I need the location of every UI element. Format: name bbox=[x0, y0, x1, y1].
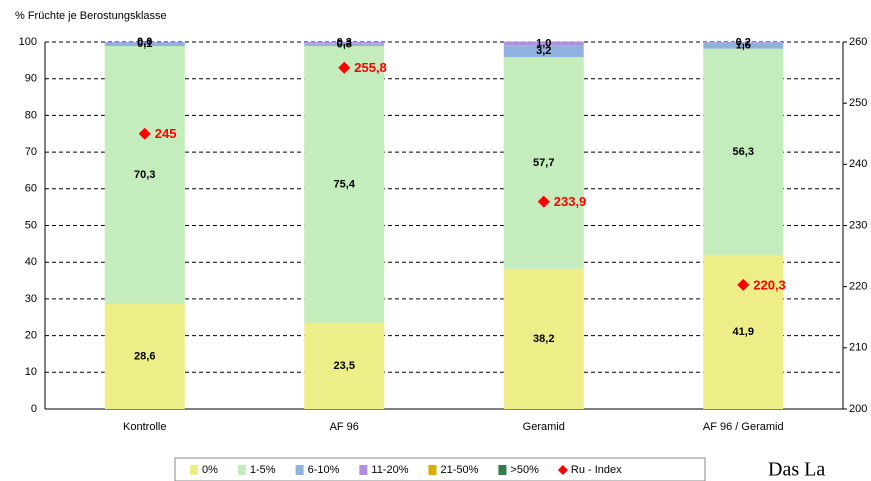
data-label: 0,3 bbox=[337, 36, 352, 48]
y-tick-label: 90 bbox=[25, 73, 37, 85]
y-tick-label: 50 bbox=[25, 219, 37, 231]
data-label: 0,2 bbox=[736, 36, 751, 48]
data-label: 0,8 bbox=[337, 38, 352, 50]
y2-tick-label: 200 bbox=[849, 403, 867, 415]
y-tick-label: 30 bbox=[25, 293, 37, 305]
bar-segment bbox=[104, 42, 185, 47]
ru-index-point bbox=[737, 278, 750, 291]
bar-segment bbox=[703, 48, 784, 256]
data-label: 255,8 bbox=[354, 60, 387, 75]
data-label: 28,6 bbox=[134, 350, 155, 362]
legend-label: 1-5% bbox=[250, 464, 276, 476]
y2-tick-label: 220 bbox=[849, 281, 867, 293]
legend-swatch bbox=[237, 465, 246, 475]
data-label: 1,0 bbox=[536, 37, 551, 49]
legend-marker bbox=[557, 465, 568, 475]
bar-segment bbox=[503, 41, 584, 46]
legend-label: >50% bbox=[510, 464, 539, 476]
logo-text: Das La bbox=[768, 459, 825, 481]
bar-segment bbox=[503, 268, 584, 409]
data-label: 56,3 bbox=[733, 146, 754, 158]
legend-swatch bbox=[359, 465, 368, 475]
bar-segment bbox=[304, 322, 385, 409]
bar-segment bbox=[703, 42, 784, 49]
bar-segment bbox=[304, 43, 385, 47]
legend-swatch bbox=[428, 465, 437, 475]
x-tick-label: AF 96 / Geramid bbox=[703, 421, 784, 433]
y-axis-title: % Früchte je Berostungsklasse bbox=[15, 10, 167, 22]
y-tick-label: 60 bbox=[25, 183, 37, 195]
bar-segment bbox=[104, 304, 185, 409]
y2-tick-label: 240 bbox=[849, 158, 867, 170]
y-tick-label: 10 bbox=[25, 366, 37, 378]
x-tick-label: AF 96 bbox=[330, 421, 359, 433]
ru-index-point bbox=[338, 61, 351, 74]
data-label: 245 bbox=[155, 126, 177, 141]
data-label: 3,2 bbox=[536, 45, 551, 57]
y-tick-label: 80 bbox=[25, 109, 37, 121]
legend-label: Ru - Index bbox=[571, 464, 622, 476]
y-tick-label: 40 bbox=[25, 256, 37, 268]
legend-swatch bbox=[498, 465, 507, 475]
data-label: 0,1 bbox=[137, 38, 152, 50]
y2-tick-label: 250 bbox=[849, 97, 867, 109]
data-label: 0,0 bbox=[137, 36, 152, 48]
y-tick-label: 0 bbox=[31, 403, 37, 415]
legend-box bbox=[174, 457, 706, 481]
ru-index-point bbox=[138, 127, 151, 140]
data-label: 220,3 bbox=[753, 277, 786, 292]
y2-tick-label: 230 bbox=[849, 219, 867, 231]
bar-segment bbox=[304, 42, 385, 44]
ru-index-point bbox=[537, 195, 550, 208]
legend-swatch bbox=[295, 465, 304, 475]
bar-segment bbox=[304, 46, 385, 323]
data-label: 38,2 bbox=[533, 333, 554, 345]
bar-segment bbox=[104, 46, 185, 305]
data-label: 233,9 bbox=[554, 194, 587, 209]
legend-swatch bbox=[190, 465, 198, 475]
y-tick-label: 20 bbox=[25, 330, 37, 342]
data-label: 70,3 bbox=[134, 169, 155, 181]
y-tick-label: 100 bbox=[19, 36, 37, 48]
bar-segment bbox=[503, 57, 584, 269]
legend-label: 11-20% bbox=[371, 464, 408, 476]
x-tick-label: Kontrolle bbox=[123, 421, 166, 433]
data-label: 23,5 bbox=[334, 360, 355, 372]
y2-tick-label: 210 bbox=[849, 342, 867, 354]
legend-label: 6-10% bbox=[308, 464, 340, 476]
y2-tick-label: 260 bbox=[849, 36, 867, 48]
bar-segment bbox=[503, 45, 584, 58]
y-tick-label: 70 bbox=[25, 146, 37, 158]
data-label: 41,9 bbox=[733, 326, 754, 338]
bar-segment bbox=[703, 42, 784, 43]
data-label: 57,7 bbox=[533, 157, 554, 169]
legend-label: 21-50% bbox=[441, 464, 479, 476]
data-label: 75,4 bbox=[334, 178, 356, 190]
legend-label: 0% bbox=[202, 464, 218, 476]
x-tick-label: Geramid bbox=[523, 421, 565, 433]
